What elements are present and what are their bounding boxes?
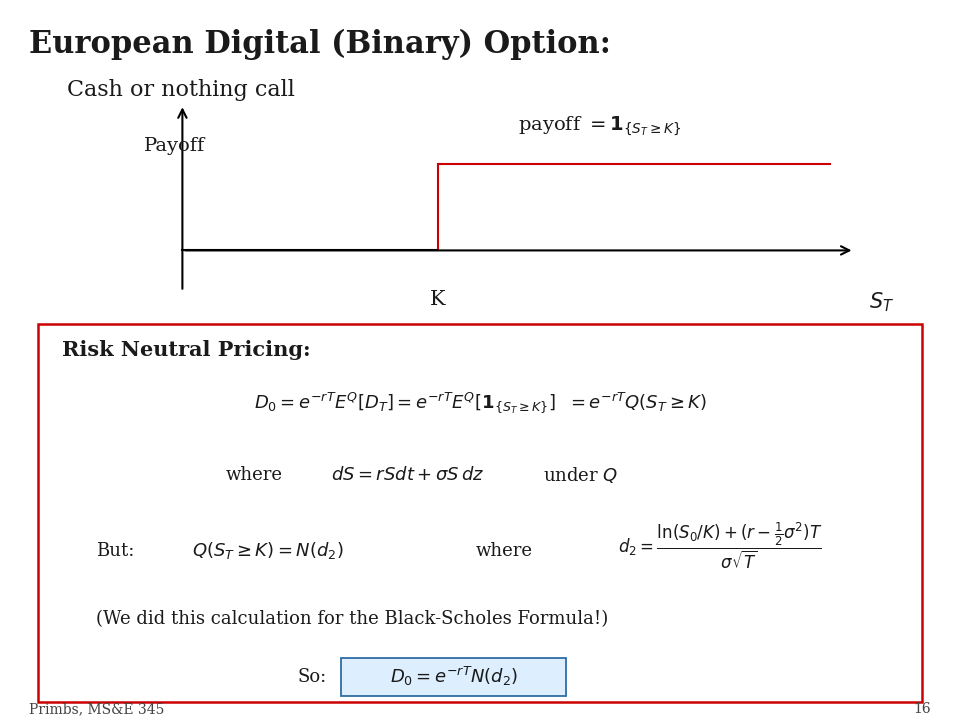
Bar <box>38 324 922 702</box>
Text: $dS = rSdt + \sigma S\,dz$: $dS = rSdt + \sigma S\,dz$ <box>331 467 485 484</box>
Text: payoff $= \mathbf{1}_{\{S_T \geq K\}}$: payoff $= \mathbf{1}_{\{S_T \geq K\}}$ <box>518 115 682 138</box>
Text: Payoff: Payoff <box>144 137 205 155</box>
Text: So:: So: <box>298 668 326 685</box>
Text: $D_0 = e^{-rT} N(d_2)$: $D_0 = e^{-rT} N(d_2)$ <box>390 665 517 688</box>
Text: But:: But: <box>96 541 134 560</box>
Text: 16: 16 <box>914 703 931 716</box>
Text: Risk Neutral Pricing:: Risk Neutral Pricing: <box>62 340 311 360</box>
Text: $D_0 = e^{-rT} E^Q[D_T] = e^{-rT} E^Q[\mathbf{1}_{\{S_T \geq K\}}]\ \ = e^{-rT} : $D_0 = e^{-rT} E^Q[D_T] = e^{-rT} E^Q[\m… <box>253 390 707 415</box>
Bar <box>341 658 566 696</box>
Text: Primbs, MS&E 345: Primbs, MS&E 345 <box>29 703 164 716</box>
Text: European Digital (Binary) Option:: European Digital (Binary) Option: <box>29 29 611 60</box>
Text: $d_2 = \dfrac{\ln(S_0/K) + (r - \frac{1}{2}\sigma^2)T}{\sigma\sqrt{T}}$: $d_2 = \dfrac{\ln(S_0/K) + (r - \frac{1}… <box>617 521 823 571</box>
Text: where: where <box>475 541 533 560</box>
Text: (We did this calculation for the Black-Scholes Formula!): (We did this calculation for the Black-S… <box>96 610 609 628</box>
Text: K: K <box>430 290 445 309</box>
Text: $S_T$: $S_T$ <box>869 290 894 314</box>
Text: where: where <box>226 467 283 484</box>
Text: Cash or nothing call: Cash or nothing call <box>67 79 295 102</box>
Text: under $Q$: under $Q$ <box>543 465 618 485</box>
Text: $Q(S_T \geq K) = N(d_2)$: $Q(S_T \geq K) = N(d_2)$ <box>192 540 344 562</box>
